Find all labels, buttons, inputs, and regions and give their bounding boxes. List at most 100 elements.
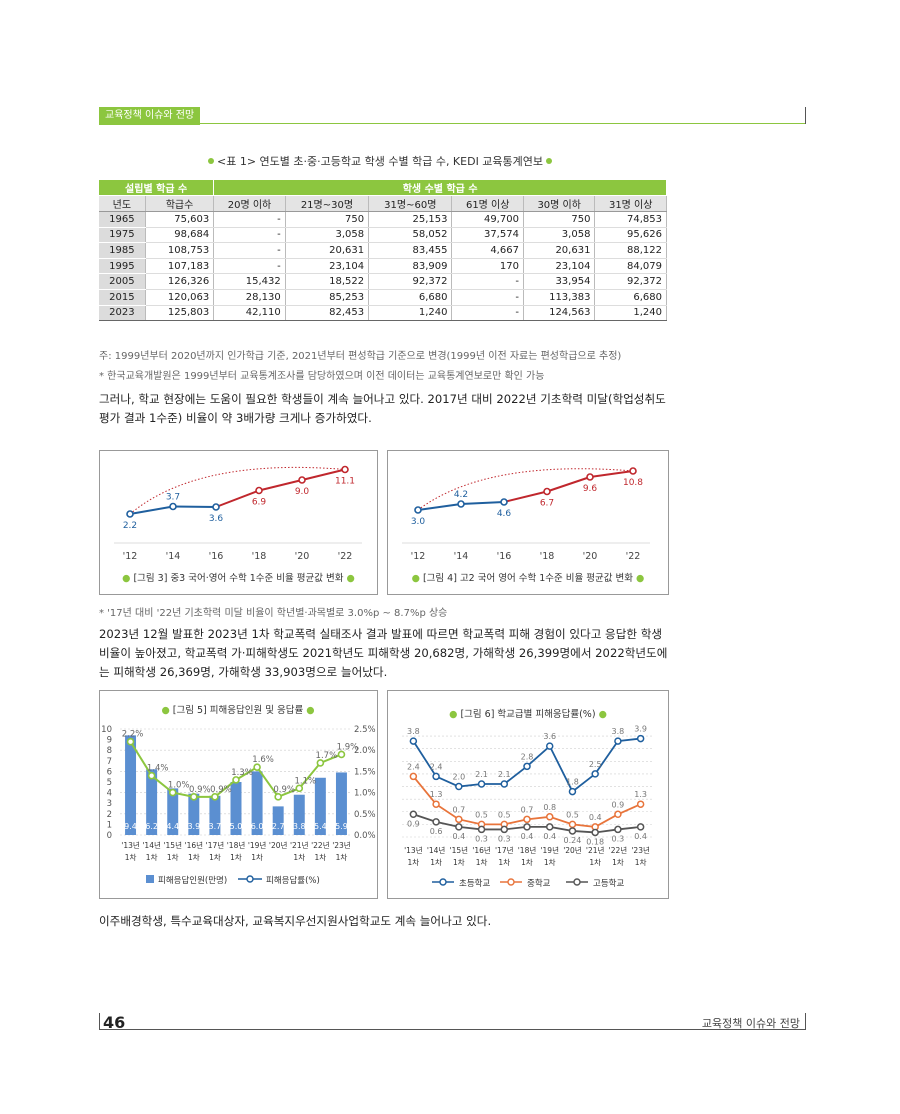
y-left-tick-label: 2 [107, 810, 112, 820]
table-cell: - [451, 305, 524, 322]
table-cell: 23,104 [523, 258, 596, 275]
data-point [126, 510, 134, 518]
paragraph-2: 2023년 12월 발표한 2023년 1차 학교폭력 실태조사 결과 발표에 … [99, 627, 668, 679]
table-cell: 25,153 [368, 211, 453, 228]
chart-title: ● [그림 3] 중3 국어·영어 수학 1수준 비율 평균값 변화 ● [122, 572, 355, 584]
bar-value-label: 5.0 [230, 822, 243, 831]
rate-label: 0.9% [273, 785, 295, 795]
table-cell: 1,240 [368, 305, 453, 322]
bullet-dot-icon: ● [633, 573, 644, 584]
data-label: 9.6 [583, 484, 598, 494]
legend-point-swatch [573, 878, 581, 886]
rate-point [232, 776, 240, 784]
series-line-segment [460, 501, 505, 505]
trend-arc [417, 468, 634, 511]
table-year-cell: 1965 [99, 211, 146, 228]
bullet-dot-icon [208, 158, 214, 164]
table-cell: 6,680 [594, 289, 667, 306]
data-point [500, 780, 509, 788]
bar-value-label: 3.9 [187, 822, 200, 831]
table-cell: 20,631 [523, 242, 596, 259]
data-label: 0.18 [586, 837, 604, 846]
table-cell: 3,058 [285, 227, 370, 244]
figure-4-box: 3.0 4.2 4.6 6.7 9.6 10.8 '12 '14 '16 '18 '20 '22 ● [… [387, 450, 669, 595]
data-label: 2.1 [475, 770, 488, 779]
x-tick-label-line2: 1차 [430, 858, 442, 867]
data-label: 0.4 [634, 832, 647, 841]
x-tick-label: '17년 [206, 840, 225, 850]
y-left-tick-label: 9 [107, 736, 112, 746]
data-label: 0.9 [612, 800, 625, 809]
data-point [409, 772, 418, 781]
x-tick-label: '20 [583, 551, 598, 562]
data-label: 3.7 [166, 493, 180, 503]
data-point [636, 734, 645, 743]
data-label: 0.4 [589, 813, 602, 822]
x-tick-label-line2: 1차 [408, 858, 420, 867]
x-tick-label: '19년 [540, 845, 559, 855]
table-cell: 33,954 [523, 273, 596, 290]
data-label: 2.8 [521, 752, 534, 761]
figure-3-chart: 2.2 3.7 3.6 6.9 9.0 11.1 '12 '14 '16 '18 '20 '22 ● [… [114, 465, 362, 584]
data-point [629, 467, 637, 475]
legend-point-swatch [507, 878, 515, 886]
x-tick-label: '22년 [311, 840, 330, 850]
bullet-dot-icon: ● [449, 709, 460, 720]
table-cell: 95,626 [594, 227, 667, 244]
table-year-cell: 1985 [99, 242, 146, 259]
table-cell: - [451, 273, 524, 290]
y-left-tick-label: 8 [107, 746, 112, 756]
legend-label: 초등학교 [459, 878, 490, 889]
rate-label: 0.9% [189, 785, 211, 795]
paragraph-3: 이주배경학생, 특수교육대상자, 교육복지우선지원사업학교도 계속 늘어나고 있… [99, 914, 492, 928]
rate-point [147, 771, 156, 780]
data-label: 2.5 [589, 760, 602, 769]
table-cell: 1,240 [594, 305, 667, 322]
x-tick-label-line2: 1차 [188, 853, 200, 862]
legend-point-swatch [246, 875, 254, 883]
data-label: 1.3 [430, 790, 443, 799]
table-column-header: 30명 이하 [523, 195, 596, 212]
bar-value-label: 2.7 [272, 822, 285, 831]
table-cell: 18,522 [285, 273, 370, 290]
x-tick-label: '18년 [518, 845, 537, 855]
data-label: 0.3 [475, 834, 488, 843]
table-group-header-left: 설립별 학급 수 [99, 180, 215, 196]
chart-title-text: [그림 4] 고2 국어 영어 수학 1수준 비율 평균값 변화 [423, 572, 633, 584]
series-line-segment [258, 479, 303, 492]
x-tick-label-line2: 1차 [251, 853, 263, 862]
x-tick-label-line2: 1차 [476, 858, 488, 867]
data-label: 6.9 [252, 498, 267, 508]
figure-3-box: 2.2 3.7 3.6 6.9 9.0 11.1 '12 '14 '16 '18 '20 '22 ● [… [99, 450, 378, 595]
x-tick-label-line2: 1차 [293, 853, 305, 862]
x-tick-label: '23년 [631, 845, 650, 855]
data-point [568, 827, 577, 835]
data-point [543, 487, 551, 496]
table-cell: 42,110 [213, 305, 286, 322]
y-left-tick-label: 6 [107, 767, 112, 777]
x-tick-label-line2: 1차 [209, 853, 221, 862]
bullet-dot-icon: ● [303, 705, 314, 716]
class-count-table: 설립별 학급 수 학생 수별 학급 수 년도 학급수 20명 이하 21명~30명 31… [99, 180, 667, 322]
data-point [255, 486, 263, 495]
data-point [545, 813, 554, 821]
series-line-segment [503, 490, 548, 503]
legend-label: 고등학교 [593, 878, 624, 889]
figure-4-chart: 3.0 4.2 4.6 6.7 9.6 10.8 '12 '14 '16 '18 '20 '22 ● [… [402, 467, 650, 584]
footer-title: 교육정책 이슈와 전망 [701, 1017, 800, 1030]
y-left-tick-label: 4 [107, 789, 112, 799]
rate-label: 1.6% [252, 755, 274, 765]
y-right-tick-label: 1.5% [354, 767, 376, 777]
x-tick-label: '22 [338, 551, 353, 562]
data-point [586, 473, 594, 481]
data-label: 3.0 [411, 517, 426, 527]
bar-value-label: 6.2 [145, 822, 158, 831]
series-line-segment [215, 489, 260, 508]
table-column-header: 21명~30명 [285, 195, 370, 212]
bar [209, 795, 221, 835]
data-label: 2.4 [430, 762, 443, 771]
table-cell: 88,122 [594, 242, 667, 259]
figure-6-box: ● [그림 6] 학교급별 피해응답률(%) ● 3.8 2.4 2.0 2.1 2.1 2… [387, 690, 669, 899]
table-row: 1985 108,753-20,631 83,455 4,667 20,631 88,12… [99, 242, 667, 259]
